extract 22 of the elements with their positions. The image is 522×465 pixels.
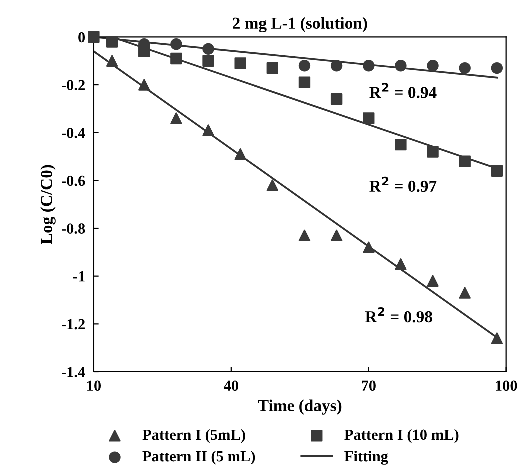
- x-tick-label: 40: [224, 380, 238, 392]
- chart-title: 2 mg L-1 (solution): [233, 17, 368, 33]
- y-tick-label: -0.6: [62, 176, 86, 186]
- x-axis-title: Time (days): [258, 400, 342, 415]
- annotation: R$^{2}$ = 0.98: [365, 307, 432, 323]
- x-tick-label: 10: [88, 380, 102, 392]
- y-tick-label: -1.4: [62, 367, 86, 378]
- legend-label: Pattern II (5 mL): [142, 450, 256, 465]
- y-axis-title: Log (C/C0): [40, 165, 56, 244]
- x-tick-label: 70: [362, 380, 376, 392]
- y-tick-label: -1.2: [62, 319, 85, 330]
- y-tick-label: -0.2: [62, 80, 85, 91]
- y-tick-label: -1: [73, 272, 85, 282]
- legend-label: Pattern I (5mL): [142, 429, 246, 444]
- y-tick-label: -0.4: [62, 128, 86, 138]
- x-tick-label: 100: [496, 380, 518, 392]
- y-tick-label: -0.8: [62, 224, 86, 234]
- legend-label: Fitting: [344, 450, 388, 465]
- annotation: R$^{2}$ = 0.94: [370, 83, 437, 98]
- legend-label: Pattern I (10 mL): [344, 429, 459, 444]
- y-tick-label: 0: [78, 32, 86, 43]
- annotation: R$^{2}$ = 0.97: [370, 176, 437, 192]
